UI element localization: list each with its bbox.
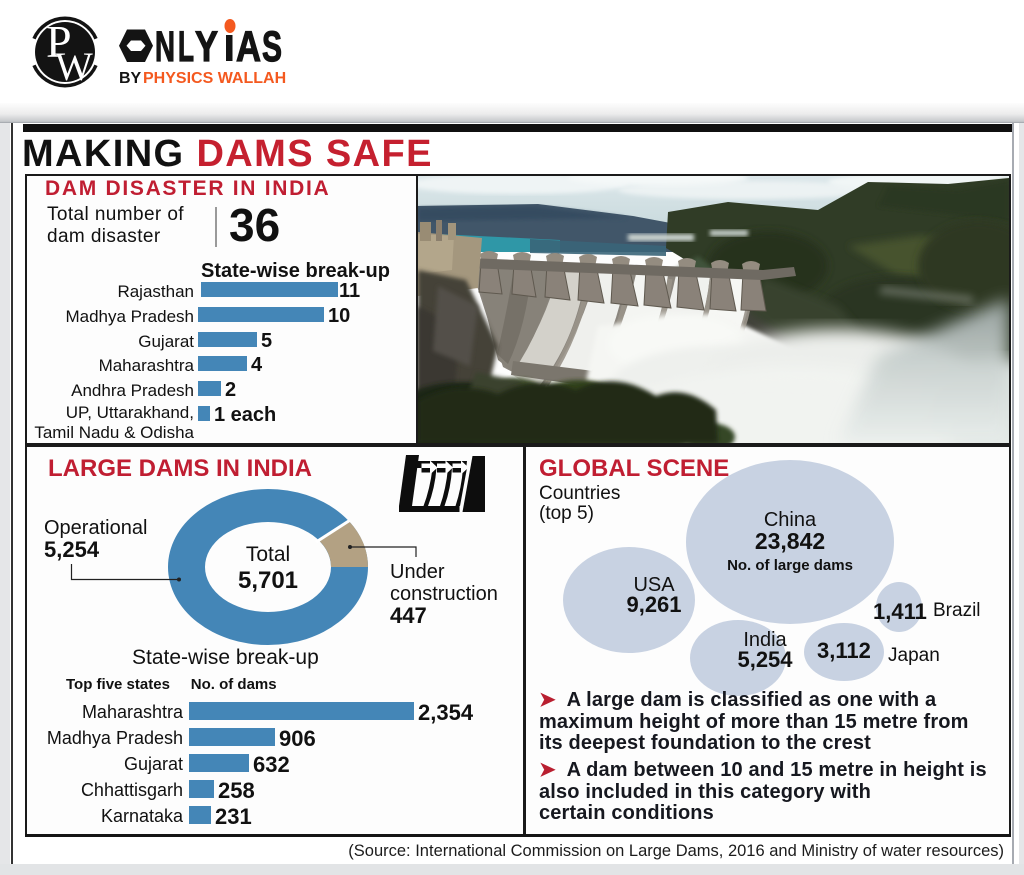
svg-text:P: P	[46, 16, 72, 67]
svg-text:N: N	[155, 24, 175, 71]
svg-text:W: W	[55, 44, 93, 89]
svg-text:S: S	[262, 24, 282, 71]
svg-text:A: A	[236, 24, 261, 71]
svg-text:BY: BY	[119, 70, 142, 87]
svg-text:Y: Y	[195, 24, 218, 71]
svg-text:PHYSICS WALLAH: PHYSICS WALLAH	[143, 70, 286, 87]
svg-text:L: L	[178, 24, 194, 71]
